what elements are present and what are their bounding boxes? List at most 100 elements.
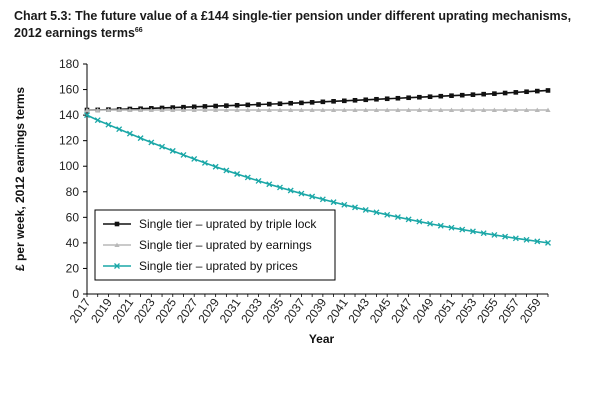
- legend-item: Single tier – uprated by earnings: [103, 238, 312, 252]
- data-point: [277, 107, 283, 112]
- data-point: [406, 107, 412, 112]
- data-point: [224, 103, 229, 108]
- data-point: [116, 126, 123, 133]
- data-point: [223, 167, 230, 174]
- x-tick-label: 2037: [281, 295, 308, 325]
- x-tick-label: 2045: [367, 295, 394, 325]
- data-point: [395, 95, 401, 101]
- data-point: [137, 135, 144, 142]
- data-point: [502, 233, 509, 240]
- x-tick-label: 2051: [431, 295, 458, 325]
- data-point: [341, 107, 347, 112]
- data-point: [159, 107, 165, 112]
- data-point: [502, 90, 508, 96]
- data-point: [330, 107, 337, 112]
- data-point: [245, 107, 251, 112]
- y-axis-ticks: 0 20 40 60 80 100 120 140 160 180: [59, 57, 87, 301]
- data-point: [191, 104, 197, 110]
- y-tick-label: 40: [66, 236, 80, 250]
- data-point: [405, 216, 412, 223]
- data-point: [181, 104, 186, 110]
- series-line: [86, 89, 549, 111]
- data-point: [319, 196, 326, 203]
- data-point: [116, 107, 122, 112]
- data-point: [245, 102, 251, 108]
- data-point: [523, 107, 530, 112]
- data-point: [481, 91, 486, 97]
- data-point: [459, 226, 466, 233]
- data-point: [491, 232, 498, 238]
- x-tick-label: 2053: [453, 295, 480, 325]
- data-point: [374, 96, 379, 102]
- chart-title-footnote: 66: [134, 26, 143, 34]
- y-tick-label: 0: [72, 287, 79, 301]
- y-tick-label: 120: [59, 134, 79, 148]
- data-point: [298, 190, 305, 197]
- data-point: [373, 107, 380, 112]
- y-axis-title: £ per week, 2012 earnings terms: [13, 87, 27, 271]
- x-tick-label: 2057: [496, 295, 523, 325]
- data-point: [202, 104, 208, 109]
- data-point: [384, 211, 391, 218]
- data-point: [352, 97, 358, 103]
- data-point: [394, 214, 401, 221]
- data-point: [138, 107, 144, 112]
- data-point: [255, 107, 262, 112]
- y-tick-label: 180: [59, 57, 79, 71]
- data-point: [373, 209, 380, 216]
- data-point: [84, 112, 90, 119]
- data-point: [417, 94, 422, 100]
- data-point: [448, 107, 455, 112]
- x-tick-label: 2047: [388, 295, 415, 325]
- data-point: [470, 92, 476, 97]
- data-point: [287, 187, 294, 194]
- data-point: [352, 204, 358, 211]
- data-point: [502, 107, 508, 112]
- data-point: [438, 93, 444, 99]
- data-point: [127, 107, 133, 112]
- data-point: [299, 100, 304, 106]
- data-point: [105, 107, 112, 112]
- x-tick-label: 2055: [474, 295, 501, 325]
- legend-item: Single tier – uprated by triple lock: [103, 217, 317, 231]
- data-point: [534, 88, 540, 94]
- data-point: [534, 238, 541, 245]
- data-point: [523, 236, 530, 243]
- data-point: [513, 107, 519, 112]
- data-point: [491, 107, 497, 112]
- data-point: [449, 93, 454, 98]
- data-point: [427, 94, 433, 100]
- data-point: [170, 107, 176, 112]
- legend-box: [94, 209, 336, 281]
- data-point: [545, 88, 551, 93]
- data-point: [437, 222, 444, 229]
- data-point: [180, 107, 187, 112]
- data-point: [480, 230, 487, 237]
- data-point: [266, 181, 273, 188]
- data-point: [159, 143, 166, 150]
- y-tick-label: 140: [59, 108, 79, 122]
- data-point: [191, 155, 198, 162]
- series-line: [86, 114, 549, 244]
- x-tick-label: 2023: [131, 295, 158, 325]
- axes: [86, 64, 548, 295]
- data-point: [148, 139, 155, 146]
- series-1: [84, 88, 551, 113]
- data-point: [459, 92, 465, 98]
- data-point: [395, 107, 401, 112]
- legend: Single tier – uprated by triple lock Sing…: [94, 209, 336, 281]
- data-point: [223, 107, 229, 112]
- data-point: [416, 218, 423, 225]
- data-point: [545, 107, 551, 112]
- data-point: [534, 107, 540, 112]
- chart-title: Chart 5.3: The future value of a £144 si…: [14, 8, 589, 42]
- data-point: [170, 105, 176, 110]
- data-point: [94, 117, 101, 124]
- data-point: [234, 107, 240, 112]
- x-axis-title: Year: [309, 332, 335, 346]
- x-tick-label: 2025: [152, 295, 179, 325]
- data-point: [234, 102, 240, 108]
- data-point: [320, 107, 326, 112]
- data-point: [95, 107, 101, 112]
- data-point: [105, 121, 112, 128]
